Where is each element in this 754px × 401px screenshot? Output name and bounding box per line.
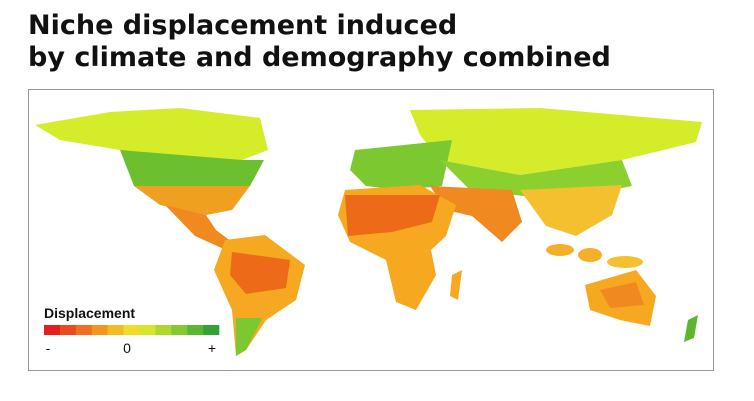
title-line: by climate and demography combined bbox=[28, 42, 611, 73]
legend-swatch bbox=[44, 325, 61, 335]
legend-swatch bbox=[123, 325, 140, 335]
title-line: Niche displacement induced bbox=[28, 10, 457, 41]
legend-title: Displacement bbox=[44, 305, 135, 321]
legend-label: 0 bbox=[123, 340, 131, 356]
legend-swatch bbox=[203, 325, 220, 335]
world-map bbox=[35, 108, 702, 356]
legend-swatch bbox=[91, 325, 108, 335]
legend-swatch bbox=[171, 325, 188, 335]
legend-swatch bbox=[75, 325, 93, 335]
legend-swatch bbox=[59, 325, 77, 335]
legend-swatch bbox=[139, 325, 156, 335]
legend-swatch bbox=[187, 325, 204, 335]
legend-swatch bbox=[107, 325, 124, 335]
legend-swatch bbox=[155, 325, 172, 335]
legend-scale bbox=[44, 325, 220, 335]
legend-label: + bbox=[208, 340, 216, 356]
legend-label: - bbox=[46, 340, 51, 356]
